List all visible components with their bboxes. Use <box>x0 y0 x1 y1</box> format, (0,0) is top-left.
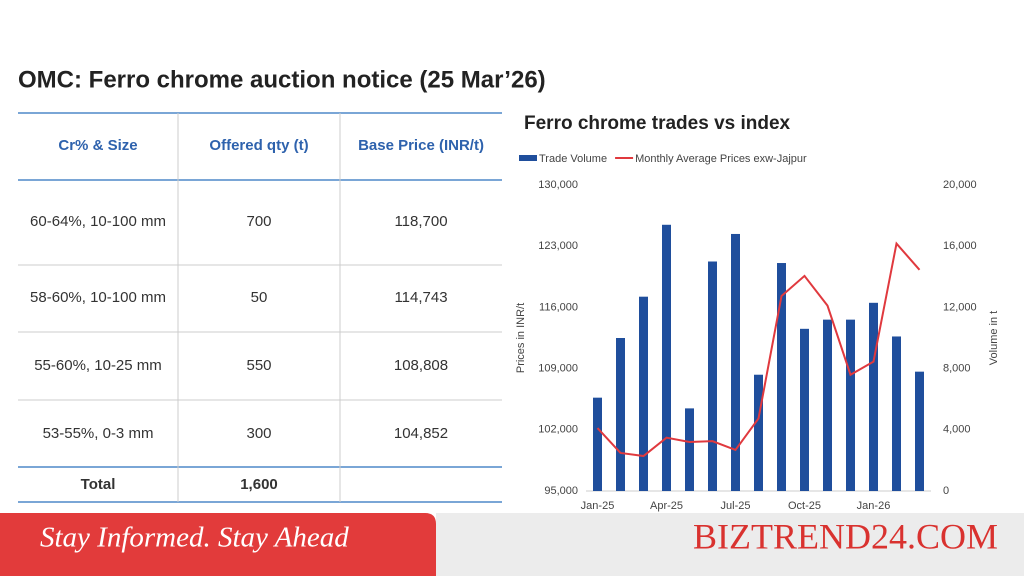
bar <box>869 302 878 491</box>
y2-tick-label: 12,000 <box>943 301 977 313</box>
y2-tick-label: 20,000 <box>943 179 977 191</box>
table-cell: 104,852 <box>394 425 448 442</box>
y-tick-label: 116,000 <box>539 301 578 313</box>
bar <box>616 338 625 491</box>
y-axis-label: Prices in INR/t <box>515 303 527 373</box>
table-cell: 58-60%, 10-100 mm <box>30 289 166 306</box>
legend-swatch <box>519 155 537 161</box>
bar <box>915 371 924 491</box>
bar <box>708 261 717 491</box>
bar <box>823 319 832 491</box>
y-tick-label: 130,000 <box>538 179 578 191</box>
y2-tick-label: 0 <box>943 485 949 497</box>
table-cell: 700 <box>246 213 271 230</box>
x-tick-label: Jan-25 <box>581 500 615 512</box>
table-cell: 550 <box>246 357 271 374</box>
tagline-banner <box>0 513 436 576</box>
y2-tick-label: 8,000 <box>943 363 971 375</box>
x-tick-label: Jul-25 <box>721 500 751 512</box>
y-tick-label: 102,000 <box>538 424 578 436</box>
table-lines <box>18 112 502 503</box>
bar <box>662 224 671 491</box>
page-title: OMC: Ferro chrome auction notice (25 Mar… <box>18 66 546 93</box>
bar <box>777 263 786 491</box>
table-total: Total <box>81 476 116 493</box>
brand: BIZTREND24.COM <box>693 516 998 556</box>
legend-label: Trade Volume <box>539 153 607 165</box>
table-cell: 108,808 <box>394 357 448 374</box>
y2-tick-label: 4,000 <box>943 424 971 436</box>
table-cell: 300 <box>246 425 271 442</box>
x-tick-label: Oct-25 <box>788 500 821 512</box>
bar <box>731 233 740 491</box>
table-cell: 114,743 <box>394 289 447 306</box>
table-header: Base Price (INR/t) <box>358 137 484 154</box>
price-line <box>596 241 921 458</box>
bar <box>800 328 809 491</box>
y-tick-label: 109,000 <box>538 363 578 375</box>
y-tick-label: 123,000 <box>538 240 578 252</box>
table-cell: 53-55%, 0-3 mm <box>43 425 154 442</box>
bar <box>685 408 694 491</box>
tagline: Stay Informed. Stay Ahead <box>40 522 349 554</box>
table-header: Offered qty (t) <box>209 137 308 154</box>
x-tick-label: Apr-25 <box>650 500 683 512</box>
table-cell: 60-64%, 10-100 mm <box>30 213 166 230</box>
bar <box>754 374 763 491</box>
x-tick-label: Jan-26 <box>857 500 891 512</box>
y-tick-label: 95,000 <box>544 485 578 497</box>
chart-title: Ferro chrome trades vs index <box>524 113 791 134</box>
legend-label: Monthly Average Prices exw-Jajpur <box>635 153 807 165</box>
bar <box>639 296 648 491</box>
table-cell: 50 <box>251 289 268 306</box>
brand-banner <box>436 513 1024 576</box>
bar <box>593 397 602 491</box>
table-cell: 55-60%, 10-25 mm <box>34 357 162 374</box>
table-cell: 118,700 <box>394 213 447 230</box>
bar <box>892 336 901 491</box>
table-header: Cr% & Size <box>58 137 137 154</box>
y2-axis-label: Volume in t <box>988 311 1000 365</box>
y2-tick-label: 16,000 <box>943 240 977 252</box>
bar <box>846 319 855 491</box>
table-total: 1,600 <box>240 476 278 493</box>
